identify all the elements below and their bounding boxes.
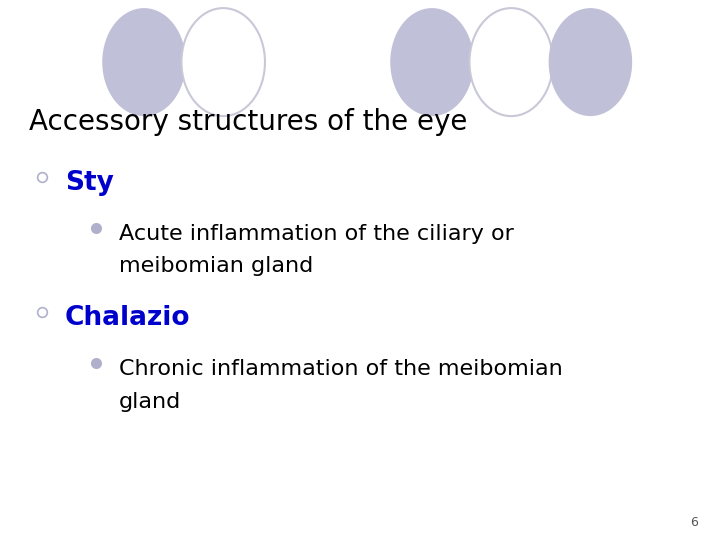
Text: gland: gland <box>119 392 181 411</box>
Text: Chronic inflammation of the meibomian: Chronic inflammation of the meibomian <box>119 359 562 379</box>
Text: Sty: Sty <box>65 170 114 196</box>
Text: Acute inflammation of the ciliary or: Acute inflammation of the ciliary or <box>119 224 513 244</box>
Ellipse shape <box>549 8 632 116</box>
Ellipse shape <box>469 8 553 116</box>
Text: 6: 6 <box>690 516 698 529</box>
Ellipse shape <box>181 8 265 116</box>
Text: Accessory structures of the eye: Accessory structures of the eye <box>29 108 467 136</box>
Ellipse shape <box>390 8 474 116</box>
Text: meibomian gland: meibomian gland <box>119 256 313 276</box>
Ellipse shape <box>102 8 186 116</box>
Text: Chalazio: Chalazio <box>65 305 190 331</box>
